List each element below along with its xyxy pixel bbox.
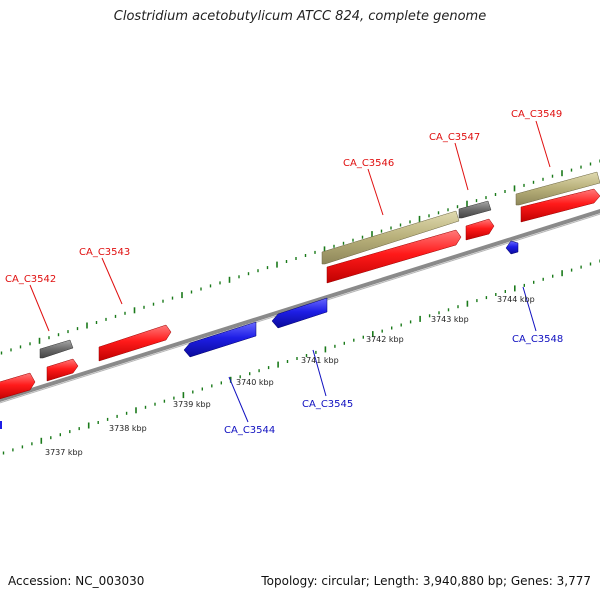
ruler-label-3742: 3742 kbp xyxy=(366,335,404,344)
cds-reverse-ca-c3545[interactable] xyxy=(271,297,328,329)
gene-label-ca-c3547[interactable]: CA_C3547 xyxy=(429,132,480,143)
ruler-label-3744: 3744 kbp xyxy=(497,295,535,304)
gene-callout-lines xyxy=(29,120,551,423)
cds-forward-ca-c3543[interactable] xyxy=(98,324,172,362)
genome-backbone xyxy=(0,209,600,402)
cds-forward-ca-c3549[interactable] xyxy=(520,188,600,223)
callout-line-ca-c3547 xyxy=(454,142,469,191)
gene-label-ca-c3549[interactable]: CA_C3549 xyxy=(511,109,562,120)
ruler-label-3737: 3737 kbp xyxy=(45,448,83,457)
cds-forward-ca-c3546[interactable] xyxy=(326,229,462,284)
gene-label-ca-c3542[interactable]: CA_C3542 xyxy=(5,274,56,285)
callout-line-ca-c3543 xyxy=(101,257,123,305)
callout-line-ca-c3548 xyxy=(522,286,537,332)
feature-khaki-ca-c3546[interactable] xyxy=(321,210,460,265)
callout-line-ca-c3549 xyxy=(535,120,551,168)
callout-line-ca-c3542 xyxy=(29,284,50,332)
accession-text: Accession: NC_003030 xyxy=(8,574,145,588)
cds-forward-left-edge[interactable] xyxy=(0,372,36,400)
callout-line-ca-c3544 xyxy=(228,376,249,423)
forward-strand-tick-marks xyxy=(0,159,600,355)
genome-title: Clostridium acetobutylicum ATCC 824, com… xyxy=(113,9,487,24)
callout-line-ca-c3545 xyxy=(312,349,327,397)
ruler-label-3738: 3738 kbp xyxy=(109,424,147,433)
gene-label-ca-c3545[interactable]: CA_C3545 xyxy=(302,399,353,410)
cds-reverse-ca-c3544[interactable] xyxy=(183,321,257,358)
ruler-tick-marks xyxy=(2,259,600,455)
ruler-label-3741: 3741 kbp xyxy=(301,356,339,365)
callout-line-ca-c3546 xyxy=(367,168,384,216)
cds-forward-ca-c3542[interactable] xyxy=(46,358,79,382)
gene-label-ca-c3548[interactable]: CA_C3548 xyxy=(512,334,563,345)
gene-label-ca-c3543[interactable]: CA_C3543 xyxy=(79,247,130,258)
gene-features xyxy=(0,171,600,429)
feature-gray-near-ca-c3542[interactable] xyxy=(39,339,74,359)
feature-khaki-ca-c3549[interactable] xyxy=(515,171,600,206)
cds-reverse-left-edge[interactable] xyxy=(0,421,2,429)
cds-reverse-ca-c3548[interactable] xyxy=(505,240,519,255)
genome-summary-text: Topology: circular; Length: 3,940,880 bp… xyxy=(261,574,591,588)
ruler-label-3743: 3743 kbp xyxy=(431,315,469,324)
gene-labels: CA_C3542 CA_C3543 CA_C3546 CA_C3547 CA_C… xyxy=(5,109,563,436)
feature-gray-ca-c3547[interactable] xyxy=(458,200,492,219)
gene-label-ca-c3544[interactable]: CA_C3544 xyxy=(224,425,275,436)
ruler-label-3739: 3739 kbp xyxy=(173,400,211,409)
ruler-label-3740: 3740 kbp xyxy=(236,378,274,387)
gene-label-ca-c3546[interactable]: CA_C3546 xyxy=(343,158,394,169)
cds-forward-ca-c3547[interactable] xyxy=(465,218,495,241)
ruler-labels: 3737 kbp 3738 kbp 3739 kbp 3740 kbp 3741… xyxy=(45,295,535,457)
